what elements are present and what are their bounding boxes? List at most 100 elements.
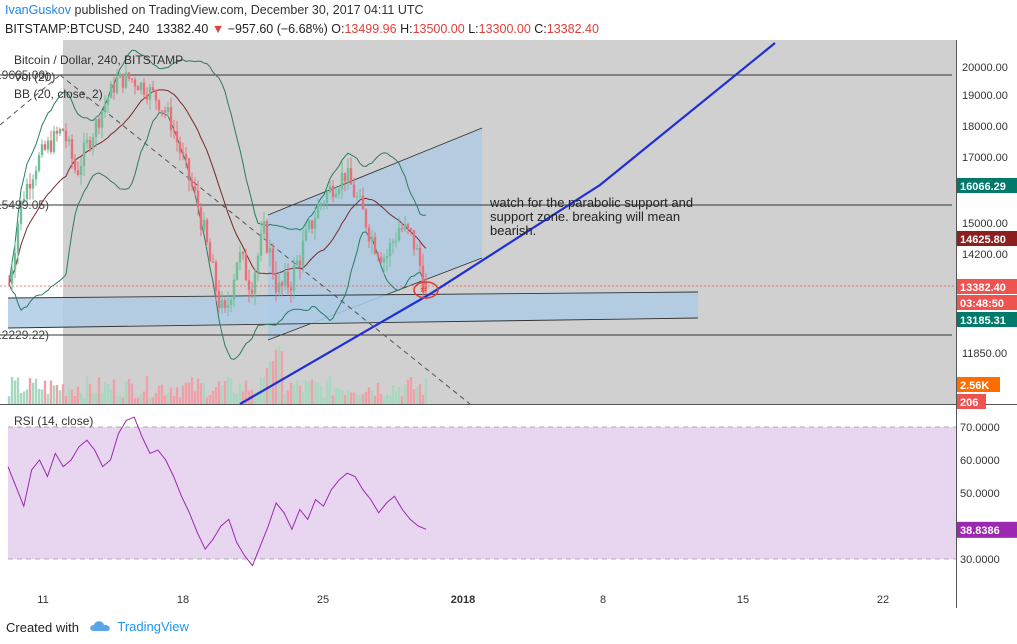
volume-bar (340, 389, 344, 404)
candle-body (22, 198, 26, 202)
candle-body (358, 195, 362, 197)
candle-body (16, 223, 20, 253)
volume-bar (316, 382, 320, 404)
support-zone (8, 292, 698, 328)
volume-bar (361, 394, 365, 404)
rsi-badge-bg (957, 521, 1017, 538)
symbol-label: BITSTAMP:BTCUSD, 240 (5, 22, 150, 36)
candle-body (280, 282, 284, 286)
time-tick-label: 25 (317, 594, 329, 606)
volume-bar (148, 397, 152, 404)
down-arrow-icon: ▼ (211, 22, 225, 36)
support-zone-bottom (7, 317, 699, 329)
candle-body (196, 190, 200, 208)
volume-bar (394, 390, 398, 404)
volume-bar (226, 376, 230, 404)
main-pane-title: Bitcoin / Dollar, 240, BITSTAMP (14, 53, 183, 67)
candle-body (355, 196, 359, 198)
footer: Created with TradingView (0, 608, 1017, 644)
volume-bar (418, 384, 422, 404)
candle-body (151, 87, 155, 91)
candle-body (388, 243, 392, 256)
publish-info: published on TradingView.com, December 3… (74, 3, 424, 17)
time-tick-label: 8 (600, 594, 606, 606)
volume-bar (220, 385, 224, 404)
volume-bar (349, 392, 353, 404)
volume-bar (49, 380, 53, 404)
candle-body (346, 168, 350, 182)
open-label: O: (331, 22, 345, 36)
volume-bar (307, 381, 311, 404)
tradingview-logo[interactable]: TradingView (88, 619, 189, 634)
volume-bar (202, 382, 206, 404)
volume-bar (403, 384, 407, 404)
candle-body (406, 224, 410, 229)
price-badge-text: 13382.40 (960, 282, 1006, 294)
volume-bar (100, 392, 104, 404)
candle-body (175, 131, 179, 142)
candle-body (34, 170, 38, 180)
candle-body (115, 77, 119, 93)
volume-bar (409, 377, 413, 404)
price-badges: 16066.29 14625.80 13382.40 03:48:50 13185.31… (957, 178, 1017, 409)
close-value: 13382.40 (546, 22, 599, 36)
volume-bar (154, 393, 158, 404)
candle-body (274, 274, 278, 293)
candle-body (250, 289, 254, 294)
candle-body (37, 155, 41, 171)
volume-bar (379, 394, 383, 404)
price-badge (957, 377, 1000, 392)
volume-bar (376, 382, 380, 404)
candle-body (316, 204, 320, 219)
candle-body (61, 129, 65, 131)
candle-body (199, 207, 203, 230)
volume-bar (325, 380, 329, 404)
time-tick-label: 11 (37, 594, 48, 606)
candle-body (295, 260, 299, 266)
candle-body (313, 218, 317, 229)
candle-body (310, 220, 314, 229)
bb-lower (8, 112, 427, 360)
chart-area[interactable]: ✲ Bitcoin / Dollar, 240, BITSTAMP Vol (2… (0, 40, 1017, 608)
note-line-3: bearish. (490, 223, 536, 238)
price-tick-label: 18000.00 (962, 121, 1008, 133)
candle-body (289, 287, 293, 291)
volume-bar (160, 384, 164, 404)
volume-bar (421, 394, 425, 404)
level-label-2: 15499.05) (0, 198, 49, 212)
candle-body (370, 237, 374, 242)
volume-bar (382, 396, 386, 404)
volume-bar (67, 388, 71, 404)
volume-bar (115, 395, 119, 404)
volume-bar (358, 394, 362, 404)
candle-body (139, 82, 143, 91)
candle-body (364, 209, 368, 228)
volume-bar (43, 380, 47, 404)
candle-body (127, 72, 131, 79)
price-tick-label: 20000.00 (962, 62, 1008, 74)
candle-body (178, 141, 182, 153)
price-badge (957, 312, 1017, 327)
candle-body (25, 184, 29, 199)
candle-body (85, 139, 89, 143)
time-tick-label: 22 (877, 594, 889, 606)
price-axis: 20000.00 19000.00 18000.00 17000.00 15000.00… (962, 62, 1008, 360)
candle-body (121, 73, 125, 88)
volume-bar (298, 385, 302, 404)
bb-basis (8, 89, 427, 284)
candle-body (361, 195, 365, 210)
candle-body (181, 152, 185, 155)
note-line-1: watch for the parabolic support and (489, 195, 693, 210)
candle-body (307, 220, 311, 230)
volume-bar (346, 390, 350, 404)
time-tick-label: 2018 (451, 594, 475, 606)
volume-bar (244, 380, 248, 404)
volume-bar (232, 392, 236, 404)
volume-bar (256, 391, 260, 404)
volume-bar (121, 397, 125, 404)
author-link[interactable]: IvanGuskov (5, 3, 72, 17)
volume-bar (64, 395, 68, 404)
candle-body (379, 256, 383, 263)
candle-body (304, 229, 308, 241)
candle-body (49, 140, 53, 152)
